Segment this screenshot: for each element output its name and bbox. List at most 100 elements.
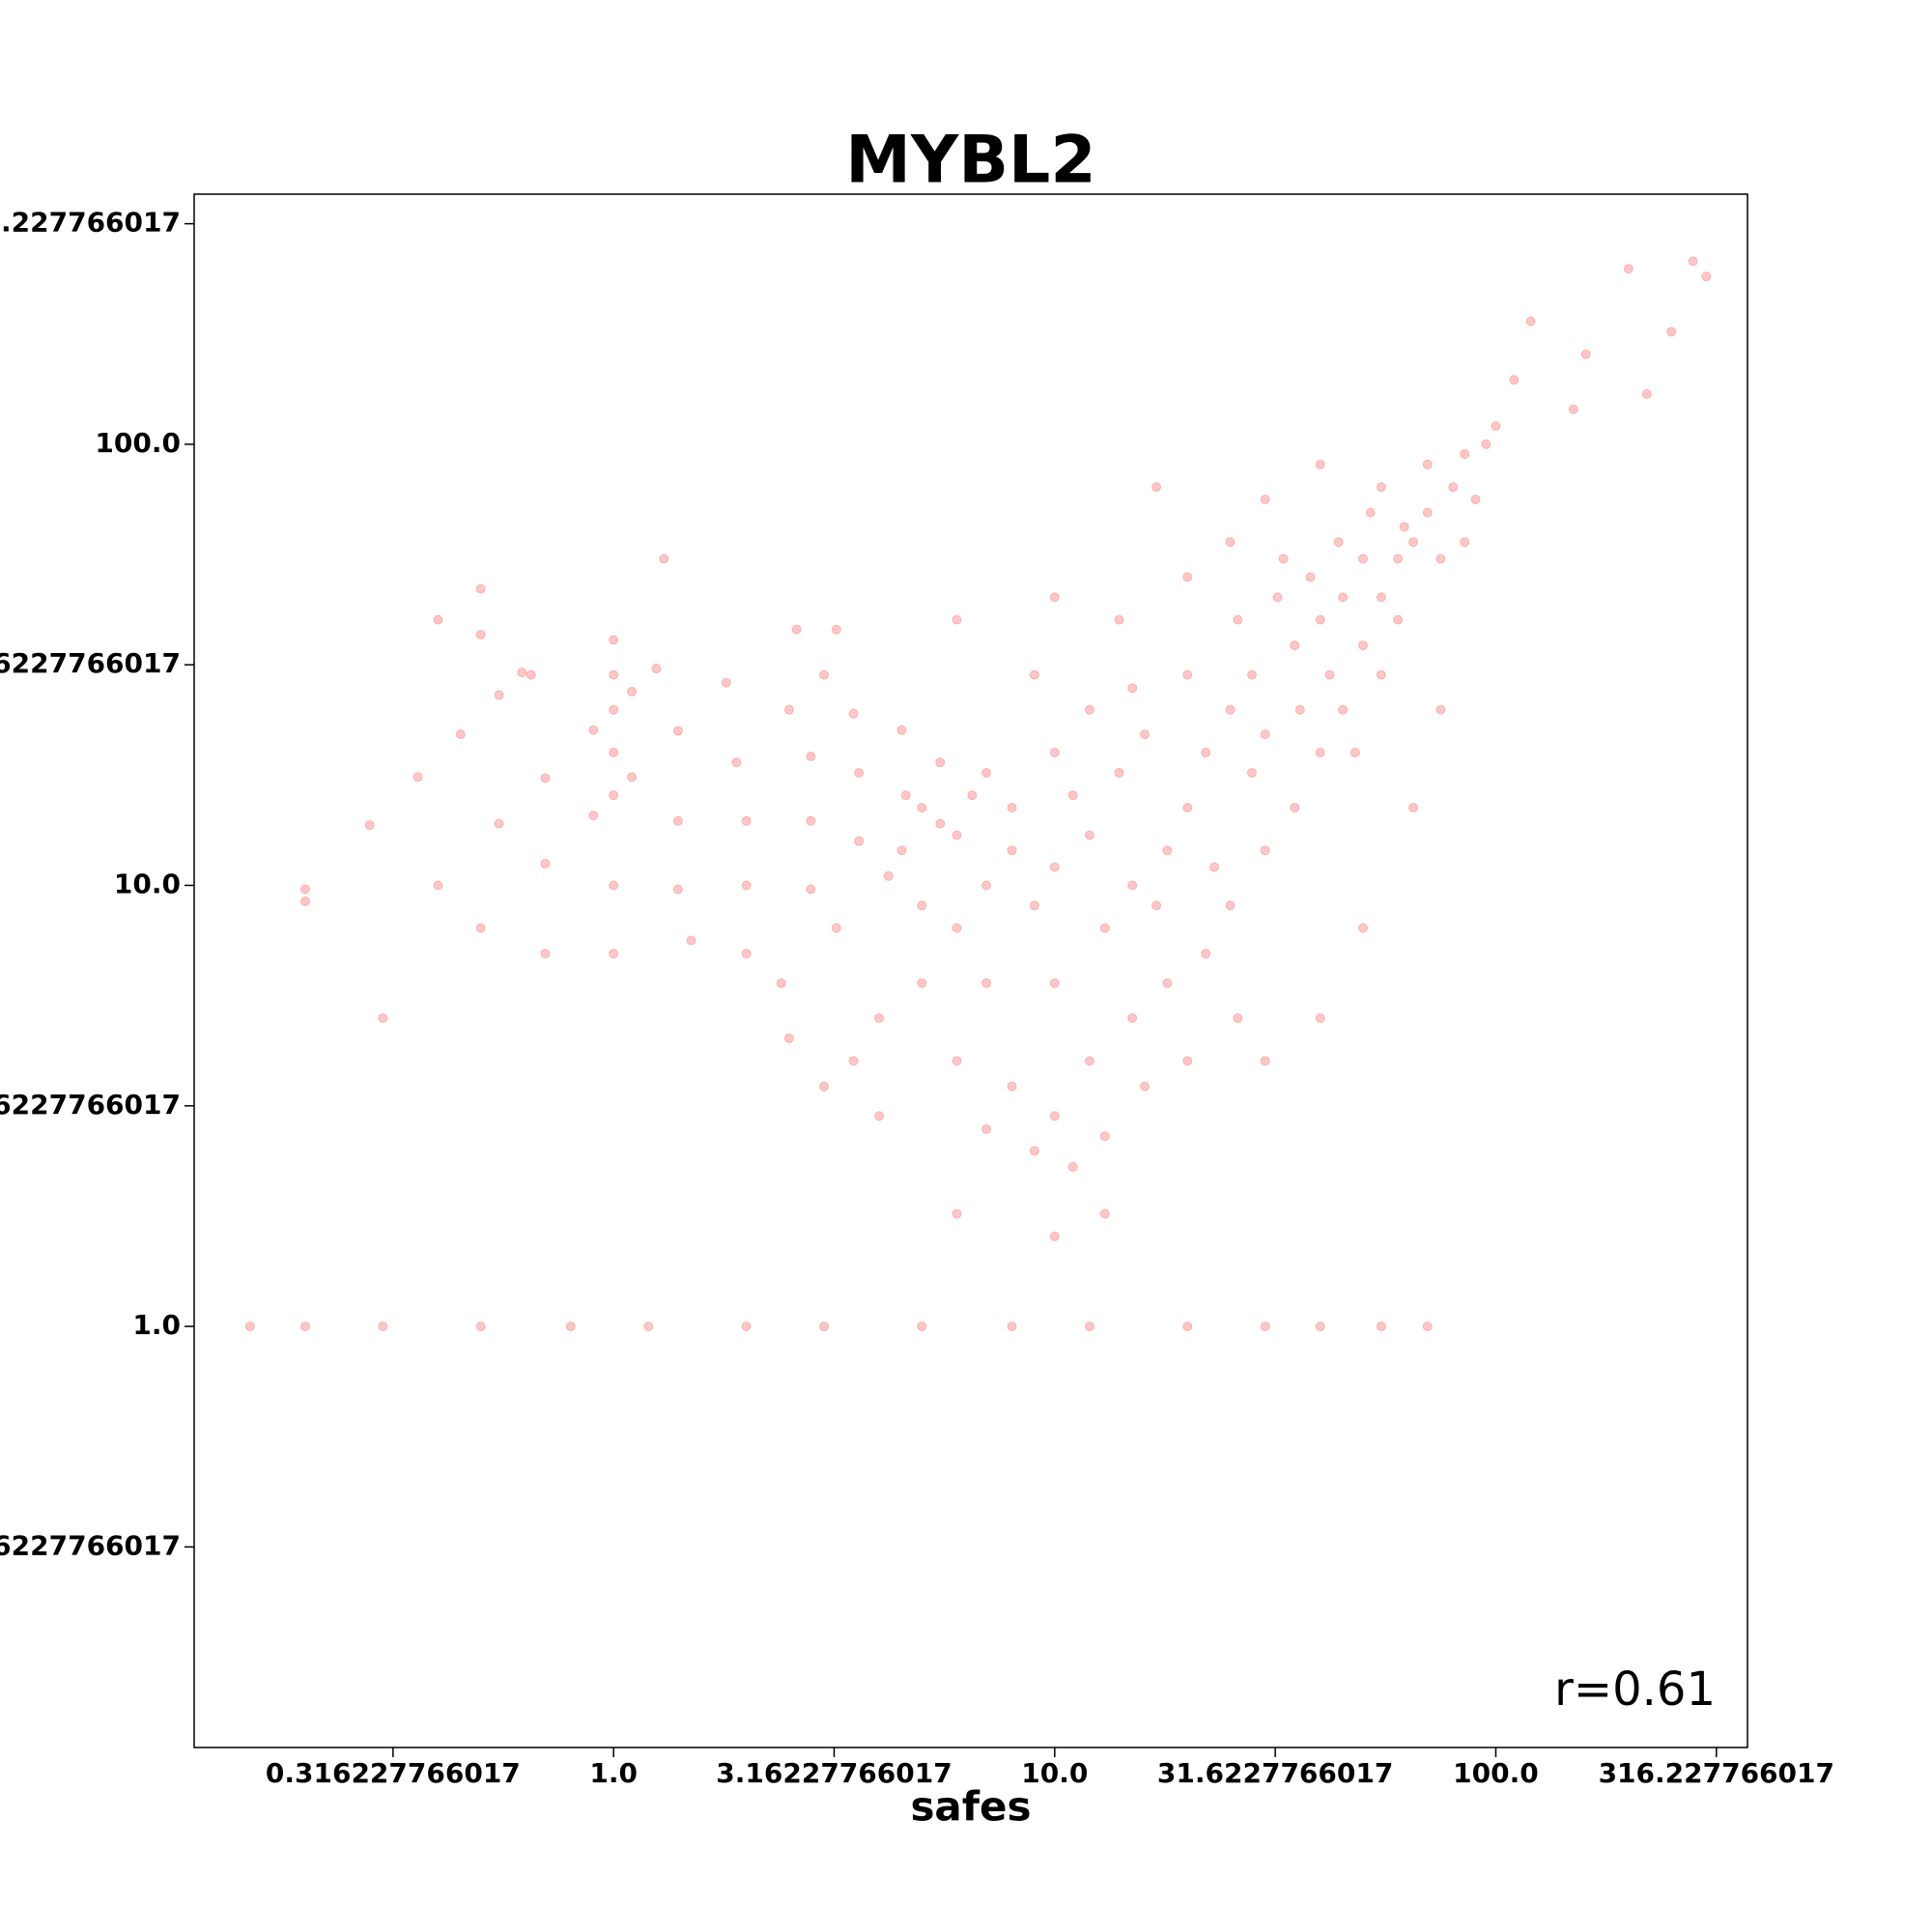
point [952,830,962,840]
point [412,772,423,782]
point [1099,923,1110,933]
point [244,1321,255,1332]
point [1294,704,1305,715]
point [1151,482,1162,493]
point [896,724,907,735]
point [609,635,619,645]
point [609,704,619,715]
point [854,767,865,778]
x-tick-label: 316.227766017 [1599,1757,1834,1789]
point [686,935,696,946]
point [1338,704,1349,715]
point [299,884,310,895]
point [952,1208,962,1219]
point [1099,1208,1110,1219]
point [831,624,841,635]
point [1084,1056,1094,1066]
point [1208,862,1219,872]
point [1376,592,1386,603]
point [1049,592,1060,603]
point [609,748,619,758]
point [935,818,946,829]
point [672,815,683,826]
point [1365,507,1376,518]
x-tick-label: 10.0 [1021,1757,1088,1789]
point [1568,404,1578,414]
point [609,669,619,680]
point [1393,614,1404,625]
point [609,949,619,959]
point [1260,1321,1270,1332]
point [783,704,794,715]
point [731,757,742,768]
point [494,818,504,829]
annotation: r=0.61 [1554,1662,1716,1717]
point [819,1321,830,1332]
point [1393,554,1404,564]
point [1491,421,1501,432]
point [1260,1056,1270,1066]
point [741,1321,752,1332]
point [1435,704,1446,715]
point [1272,592,1283,603]
point [455,729,466,740]
point [1049,1111,1060,1122]
point [1666,327,1677,337]
point [378,1012,388,1023]
point [1029,669,1039,680]
point [1260,845,1270,856]
point [981,1123,992,1134]
point [967,790,978,801]
point [1029,1146,1039,1156]
point [1525,316,1536,327]
point [806,752,816,762]
point [981,978,992,988]
point [952,614,962,625]
point [1481,439,1492,449]
point [783,1033,794,1043]
point [475,630,486,640]
point [364,820,375,831]
point [791,624,802,635]
point [1350,748,1360,758]
point [1182,1056,1193,1066]
point [475,1321,486,1332]
point [1408,803,1419,813]
point [588,724,599,735]
point [1422,459,1433,469]
points [244,256,1712,1332]
x-tick-label: 3.16227766017 [716,1757,952,1789]
point [831,923,841,933]
point [1029,900,1039,911]
point [1247,669,1258,680]
point [1049,978,1060,988]
point [299,896,310,907]
chart-title: MYBL2 [845,123,1095,199]
point [1422,507,1433,518]
point [981,880,992,891]
point [1260,494,1270,504]
point [672,884,683,895]
point [1007,845,1017,856]
point [1623,264,1634,274]
point [1162,978,1173,988]
point [378,1321,388,1332]
point [721,677,731,688]
point [1127,683,1138,694]
point [935,757,946,768]
point [627,772,638,782]
point [1357,554,1368,564]
point [1509,375,1520,385]
point [433,880,443,891]
point [1641,388,1652,399]
point [1376,1321,1386,1332]
point [1007,803,1017,813]
point [1315,748,1325,758]
point [1305,572,1316,582]
point [1182,803,1193,813]
point [883,870,894,881]
point [1315,614,1325,625]
point [1182,1321,1193,1332]
point [1290,640,1300,651]
